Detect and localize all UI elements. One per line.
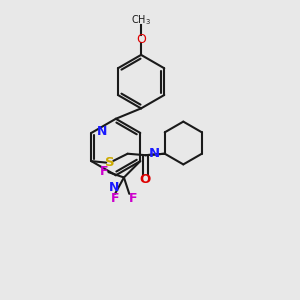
Text: $\mathregular{CH_3}$: $\mathregular{CH_3}$ [131,14,151,27]
Text: F: F [100,165,109,178]
Text: F: F [111,192,119,205]
Text: N: N [109,181,119,194]
Text: O: O [140,173,151,186]
Text: N: N [149,147,160,160]
Text: N: N [96,125,107,138]
Text: O: O [136,33,146,46]
Text: F: F [129,192,138,205]
Text: S: S [105,156,115,169]
